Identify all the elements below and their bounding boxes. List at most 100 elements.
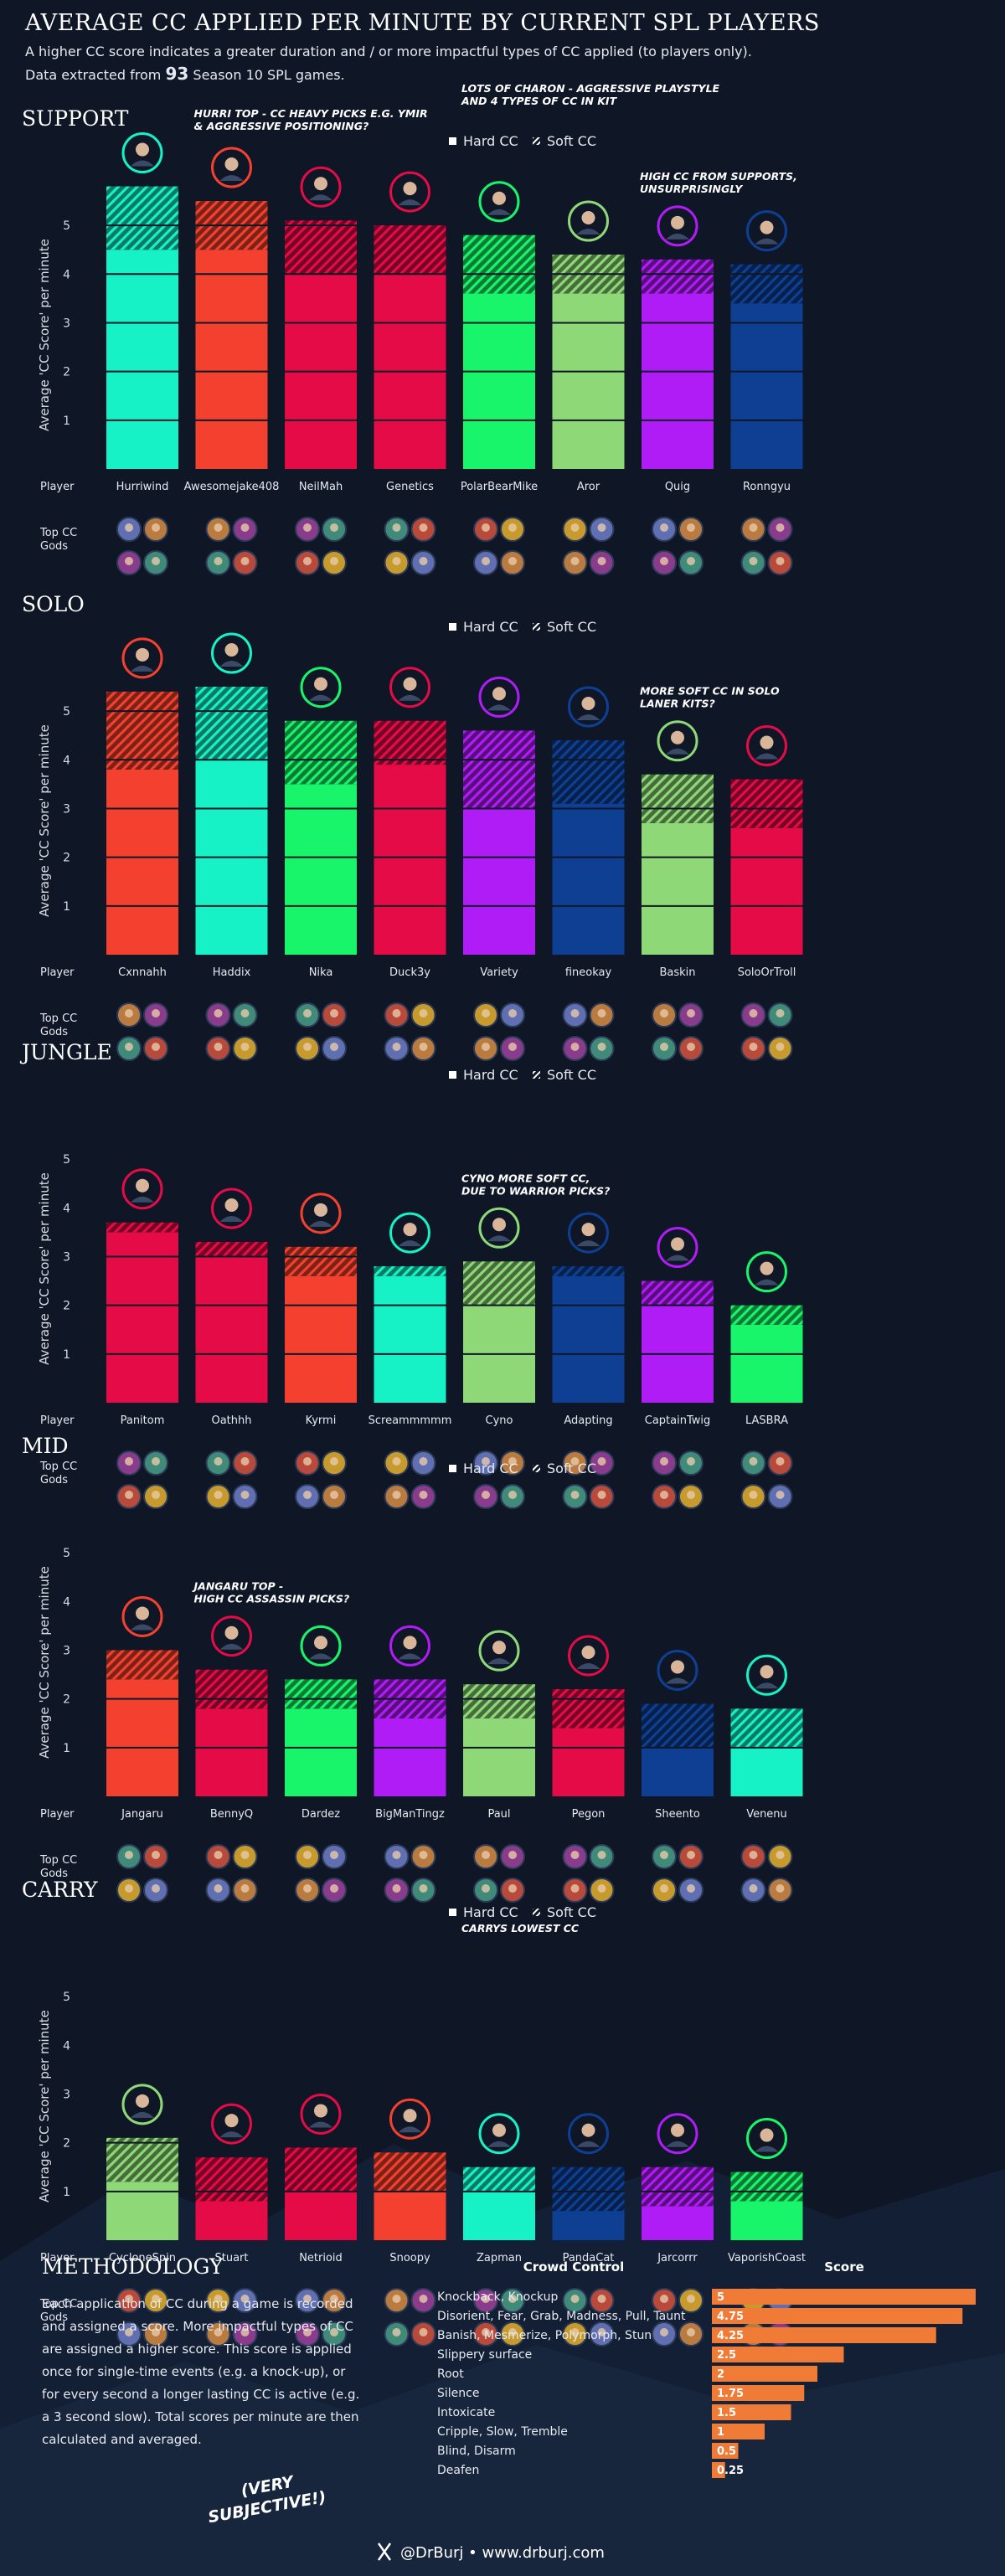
god-face-icon [660,1851,668,1859]
annotation-text: & AGGRESSIVE POSITIONING? [194,120,369,132]
god-face-icon [152,523,160,532]
y-axis-title: Average 'CC Score' per minute [37,1566,52,1759]
avatar-face-icon [671,215,684,229]
god-face-icon [570,2295,580,2303]
god-face-icon [214,2295,223,2303]
player-name: Stuart [215,2252,249,2264]
god-face-icon [482,2295,490,2303]
god-face-icon [152,2295,160,2303]
gods-row-label: Gods [40,1026,68,1038]
avatar-body-icon [487,1658,511,1665]
bar-hard-cc [730,1747,803,1796]
y-tick-label: 5 [63,1547,70,1560]
god-face-icon [303,523,312,532]
avatar-body-icon [309,1653,332,1660]
player-name: Haddix [213,966,251,979]
annotation-text: MORE SOFT CC IN SOLO [640,685,780,698]
y-tick-label: 5 [63,219,70,233]
god-face-icon [776,523,785,532]
avatar-face-icon [760,2128,774,2142]
background-mountains [0,2144,1005,2576]
god-face-icon [240,2328,250,2336]
bar-soft-cc [374,225,446,275]
god-face-icon [687,1457,695,1466]
avatar-body-icon [219,175,244,181]
methodology-body-line: a 3 second slow). Total scores per minut… [42,2409,359,2424]
god-face-icon [482,1884,490,1893]
avatar-face-icon [671,1237,684,1251]
god-face-icon [125,1009,133,1018]
god-face-icon [419,1491,428,1499]
annotation-text: JANGARU TOP - [192,1580,284,1593]
god-face-icon [570,1043,580,1051]
god-face-icon [392,1851,401,1859]
god-face-icon [392,1491,401,1499]
god-face-icon [303,2328,312,2336]
bar-hard-cc [374,2191,446,2240]
y-tick-label: 2 [63,366,70,379]
annotation-text: LOTS OF CHARON - AGGRESSIVE PLAYSTYLE [461,82,720,95]
avatar-face-icon [492,2123,506,2137]
god-face-icon [392,2295,401,2303]
god-face-icon [125,1491,133,1499]
god-face-icon [749,1491,758,1499]
avatar-face-icon [760,220,774,234]
avatar-body-icon [576,1240,600,1247]
god-face-icon [152,1851,160,1859]
y-tick-label: 4 [63,1595,70,1609]
avatar-body-icon [398,1240,422,1247]
gods-row-label: Gods [40,540,68,553]
god-face-icon [240,523,250,532]
avatar-face-icon [224,1198,239,1212]
bar-soft-cc [730,2172,803,2202]
bar-hard-cc [552,1275,625,1403]
y-tick-label: 1 [63,1742,70,1755]
avatar-face-icon [403,1223,417,1237]
avatar-face-icon [403,677,417,691]
avatar-body-icon [755,753,779,760]
god-face-icon [330,1491,338,1499]
bar-hard-cc [642,822,714,955]
bar-hard-cc [730,303,803,469]
methodology-body-line: are assigned a higher score. This score … [42,2342,352,2357]
avatar-face-icon [492,687,506,701]
methodology-body-line: Each application of CC during a game is … [42,2296,353,2311]
y-tick-label: 1 [63,900,70,914]
god-face-icon [303,1884,312,1893]
bar-soft-cc [642,1280,714,1306]
player-name: Cxnnahh [118,966,167,979]
god-face-icon [660,2295,668,2303]
bar-soft-cc [106,186,178,250]
god-face-icon [419,1457,428,1466]
god-face-icon [214,523,223,532]
god-face-icon [330,2295,338,2303]
god-face-icon [687,1043,695,1051]
god-face-icon [687,523,695,532]
subtitle-prefix: Data extracted from [25,67,162,83]
cc-type-label: Knockback, Knockup [437,2290,558,2304]
score-bar [712,2385,805,2401]
cc-type-label: Deafen [437,2464,479,2477]
avatar-body-icon [309,1220,332,1227]
avatar-face-icon [403,1636,417,1650]
footer-text: @DrBurj • www.drburj.com [400,2544,605,2562]
bar-soft-cc [642,1703,714,1748]
section-title: MID [22,1434,69,1458]
god-face-icon [776,1457,785,1466]
gods-row-label: Top CC [39,1461,77,1473]
player-name: Pegon [572,1808,606,1821]
bar-soft-cc [552,1689,625,1728]
god-face-icon [660,523,668,532]
bar-soft-cc [195,1242,268,1257]
god-face-icon [214,1009,223,1018]
annotation-text: CYNO MORE SOFT CC, [461,1172,590,1184]
god-face-icon [330,2328,338,2336]
cc-type-label: Silence [437,2387,479,2400]
bar-hard-cc [642,293,714,469]
god-face-icon [482,557,490,565]
player-name: CaptainTwig [645,1414,711,1427]
bar-hard-cc [195,1708,268,1796]
god-face-icon [749,1457,758,1466]
avatar-face-icon [671,2123,684,2137]
player-name: Aror [577,481,600,493]
